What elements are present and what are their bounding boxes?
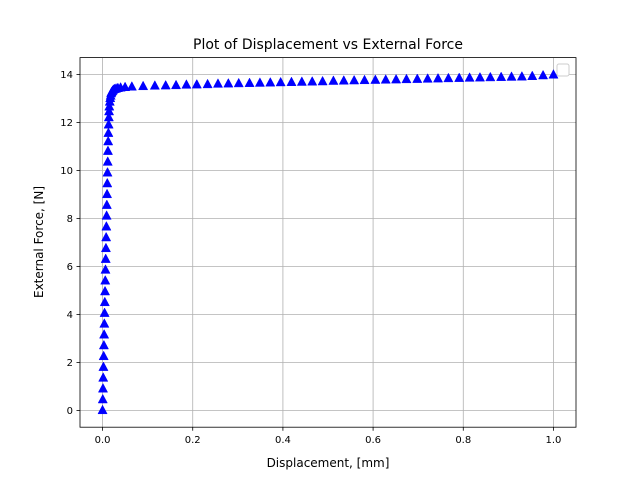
x-axis-label: Displacement, [mm] xyxy=(267,456,390,470)
data-point-marker xyxy=(244,77,255,87)
data-point-marker xyxy=(102,188,113,199)
data-point-marker xyxy=(496,71,507,81)
x-tick-label: 1.0 xyxy=(546,435,562,446)
data-point-marker xyxy=(120,81,131,92)
data-point-marker xyxy=(149,80,160,90)
y-tick-label: 6 xyxy=(67,262,73,273)
data-point-marker xyxy=(99,296,110,307)
data-point-marker xyxy=(126,81,137,91)
data-point-marker xyxy=(100,253,111,263)
data-point-marker xyxy=(97,393,108,404)
data-point-marker xyxy=(349,74,360,85)
data-point-marker xyxy=(328,75,339,85)
data-point-marker xyxy=(359,74,370,85)
data-point-marker xyxy=(380,74,391,84)
data-point-marker xyxy=(101,221,112,231)
x-tick-label: 0.0 xyxy=(95,435,111,446)
data-point-marker xyxy=(103,135,114,146)
x-tick-label: 0.6 xyxy=(365,435,381,446)
data-point-marker xyxy=(102,177,113,188)
y-tick-label: 14 xyxy=(60,70,73,81)
data-point-marker xyxy=(103,119,114,129)
data-point-marker xyxy=(422,73,433,83)
data-point-marker xyxy=(102,156,113,166)
data-point-marker xyxy=(100,285,111,296)
data-point-marker xyxy=(100,242,111,253)
data-point-marker xyxy=(104,101,115,111)
data-point-marker xyxy=(338,75,349,85)
data-point-marker xyxy=(506,71,517,81)
data-point-marker xyxy=(401,73,412,84)
data-point-marker xyxy=(286,76,297,86)
data-point-marker xyxy=(103,127,114,137)
data-point-marker xyxy=(474,72,485,82)
data-point-marker xyxy=(97,404,108,415)
data-point-marker xyxy=(516,71,527,81)
data-point-marker xyxy=(212,78,223,88)
data-point-marker xyxy=(223,78,234,88)
data-point-marker xyxy=(102,145,113,155)
data-point-marker xyxy=(233,77,244,88)
data-point-marker xyxy=(98,372,109,382)
data-point-marker xyxy=(138,80,149,91)
data-point-marker xyxy=(485,71,496,82)
data-point-marker xyxy=(101,210,112,220)
x-axis-ticks: 0.0 0.2 0.4 0.6 0.8 1.0 xyxy=(95,427,562,446)
grid-lines xyxy=(80,57,576,428)
data-point-marker xyxy=(99,329,110,339)
legend-box xyxy=(556,63,570,77)
data-point-marker xyxy=(548,69,559,79)
y-tick-label: 0 xyxy=(67,406,73,417)
y-axis-ticks: 0 2 4 6 8 10 12 14 xyxy=(60,70,80,417)
data-point-marker xyxy=(171,79,182,90)
y-tick-label: 2 xyxy=(67,358,73,369)
y-tick-label: 12 xyxy=(60,118,73,129)
data-point-marker xyxy=(275,76,286,87)
data-point-marker xyxy=(454,72,465,82)
data-point-marker xyxy=(538,69,549,80)
x-tick-label: 0.2 xyxy=(185,435,201,446)
data-point-marker xyxy=(202,78,213,89)
data-point-marker xyxy=(317,75,328,86)
data-point-marker xyxy=(100,264,111,274)
data-point-marker xyxy=(101,231,112,242)
data-point-marker xyxy=(99,318,110,328)
data-point-marker xyxy=(391,73,402,84)
x-tick-label: 0.8 xyxy=(455,435,471,446)
data-point-marker xyxy=(433,72,444,83)
y-axis-label: External Force, [N] xyxy=(32,186,46,298)
data-point-marker xyxy=(464,72,475,82)
data-point-marker xyxy=(160,79,171,90)
data-point-marker xyxy=(103,111,114,122)
data-point-marker xyxy=(98,361,109,371)
data-point-marker xyxy=(254,77,265,87)
data-point-marker xyxy=(101,199,112,209)
data-point-marker xyxy=(98,339,109,350)
data-point-marker xyxy=(296,76,307,86)
data-point-marker xyxy=(265,77,276,87)
plot-frame xyxy=(79,57,577,428)
data-point-marker xyxy=(102,167,113,177)
x-tick-label: 0.4 xyxy=(275,435,291,446)
data-point-marker xyxy=(412,73,423,83)
data-point-marker xyxy=(370,74,381,84)
data-point-marker xyxy=(191,78,202,89)
data-point-marker xyxy=(307,76,318,86)
data-point-marker xyxy=(181,79,192,89)
data-point-marker xyxy=(104,105,115,116)
y-tick-label: 8 xyxy=(67,214,73,225)
data-point-marker xyxy=(99,307,110,317)
data-point-marker xyxy=(100,275,111,285)
chart-title: Plot of Displacement vs External Force xyxy=(193,37,463,53)
data-point-marker xyxy=(98,350,109,361)
y-tick-label: 10 xyxy=(60,166,73,177)
y-tick-label: 4 xyxy=(67,310,73,321)
data-point-marker xyxy=(443,72,454,83)
data-markers xyxy=(97,69,559,415)
data-point-marker xyxy=(527,70,538,80)
data-point-marker xyxy=(97,383,109,393)
